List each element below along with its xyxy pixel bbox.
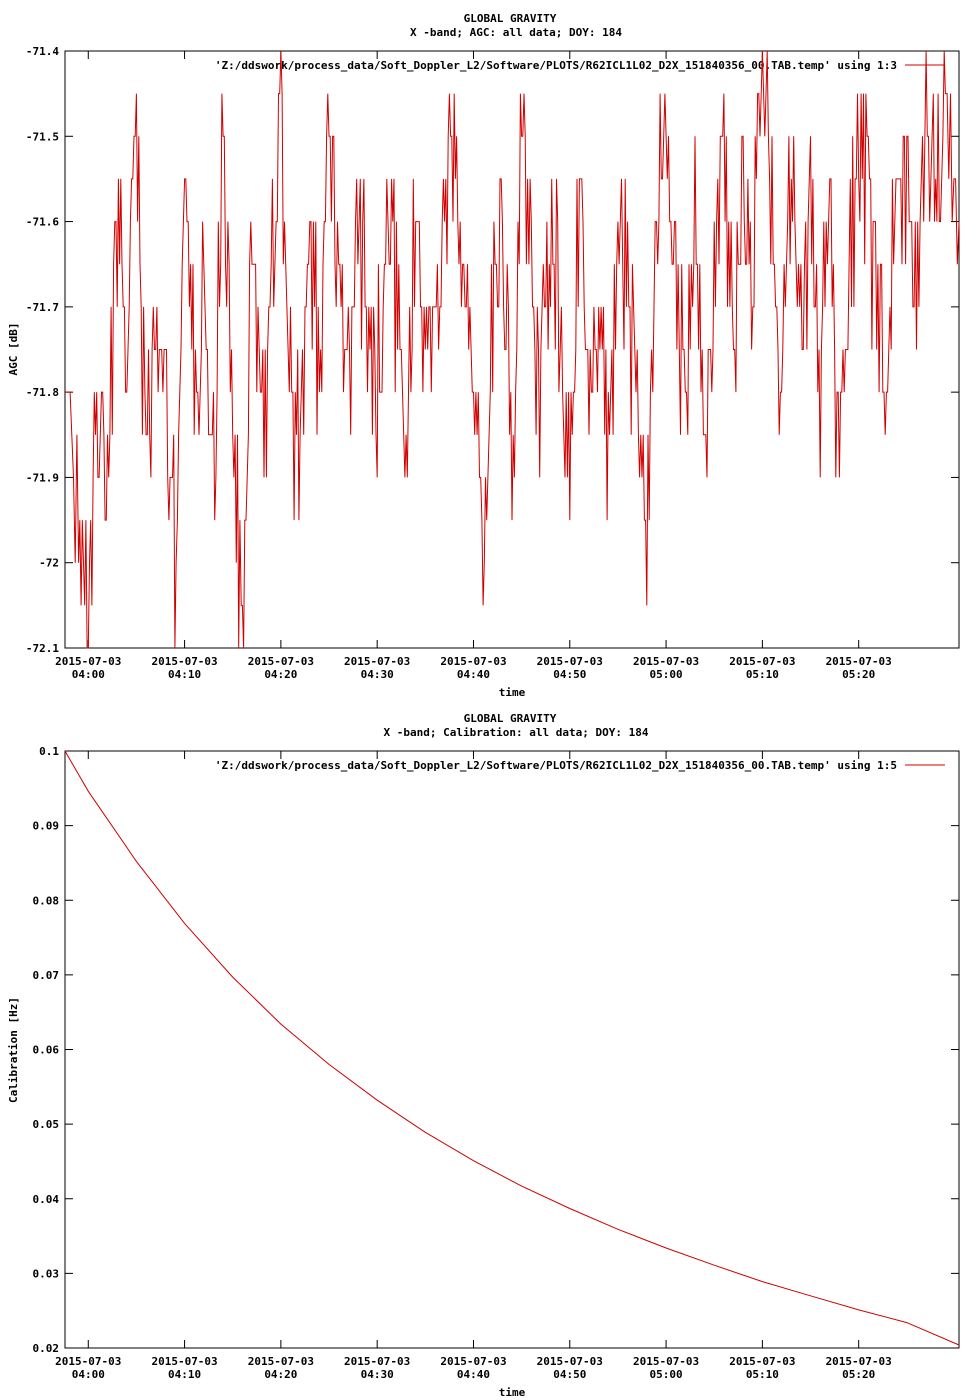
calibration-x-tick-time: 04:50 bbox=[553, 1368, 586, 1381]
calibration-x-tick-time: 05:20 bbox=[842, 1368, 875, 1381]
calibration-chart-title: GLOBAL GRAVITY bbox=[464, 712, 557, 725]
calibration-x-tick-time: 05:10 bbox=[746, 1368, 779, 1381]
agc-chart-subtitle: X -band; AGC: all data; DOY: 184 bbox=[410, 26, 622, 39]
calibration-y-tick-label: 0.09 bbox=[33, 820, 60, 833]
agc-x-tick-date: 2015-07-03 bbox=[729, 655, 795, 668]
calibration-y-tick-label: 0.07 bbox=[33, 969, 60, 982]
agc-y-axis: -71.4 -71.5 -71.6 -71.7 -71.8 -71.9 -72 -72.1 bbox=[26, 45, 959, 655]
calibration-x-tick-date: 2015-07-03 bbox=[440, 1355, 506, 1368]
agc-x-tick-date: 2015-07-03 bbox=[826, 655, 892, 668]
calibration-x-tick-date: 2015-07-03 bbox=[344, 1355, 410, 1368]
calibration-y-tick-label: 0.08 bbox=[33, 894, 60, 907]
calibration-x-tick-date: 2015-07-03 bbox=[633, 1355, 699, 1368]
agc-x-tick-time: 04:10 bbox=[168, 668, 201, 681]
agc-x-tick-time: 04:40 bbox=[457, 668, 490, 681]
agc-y-tick-label: -72.1 bbox=[26, 642, 59, 655]
calibration-y-axis: 0.1 0.09 0.08 0.07 0.06 0.05 0.04 0.03 0.02 bbox=[33, 745, 959, 1355]
calibration-y-axis-label: Calibration [Hz] bbox=[7, 997, 20, 1103]
calibration-x-axis: 2015-07-0304:002015-07-0304:102015-07-03… bbox=[55, 751, 892, 1381]
calibration-chart: GLOBAL GRAVITY X -band; Calibration: all… bbox=[7, 712, 960, 1399]
agc-x-tick-time: 04:50 bbox=[553, 668, 586, 681]
calibration-y-tick-label: 0.1 bbox=[39, 745, 59, 758]
calibration-x-tick-time: 04:00 bbox=[72, 1368, 105, 1381]
calibration-x-tick-date: 2015-07-03 bbox=[826, 1355, 892, 1368]
agc-y-tick-label: -71.6 bbox=[26, 216, 59, 229]
agc-x-axis: 2015-07-0304:002015-07-0304:102015-07-03… bbox=[55, 51, 892, 681]
agc-x-tick-date: 2015-07-03 bbox=[55, 655, 121, 668]
calibration-x-tick-time: 04:30 bbox=[361, 1368, 394, 1381]
calibration-legend-label: 'Z:/ddswork/process_data/Soft_Doppler_L2… bbox=[215, 759, 897, 772]
agc-x-tick-time: 05:00 bbox=[650, 668, 683, 681]
agc-y-axis-label: AGC [dB] bbox=[7, 323, 20, 376]
agc-x-tick-date: 2015-07-03 bbox=[537, 655, 603, 668]
agc-legend-label: 'Z:/ddswork/process_data/Soft_Doppler_L2… bbox=[215, 59, 897, 72]
agc-x-tick-date: 2015-07-03 bbox=[440, 655, 506, 668]
calibration-x-tick-time: 04:10 bbox=[168, 1368, 201, 1381]
calibration-y-tick-label: 0.05 bbox=[33, 1118, 60, 1131]
calibration-y-tick-label: 0.06 bbox=[33, 1044, 60, 1057]
agc-x-tick-date: 2015-07-03 bbox=[344, 655, 410, 668]
calibration-x-tick-date: 2015-07-03 bbox=[151, 1355, 217, 1368]
agc-x-tick-date: 2015-07-03 bbox=[151, 655, 217, 668]
agc-x-tick-time: 05:20 bbox=[842, 668, 875, 681]
calibration-y-tick-label: 0.04 bbox=[33, 1193, 60, 1206]
calibration-y-tick-label: 0.02 bbox=[33, 1342, 60, 1355]
calibration-x-tick-date: 2015-07-03 bbox=[248, 1355, 314, 1368]
agc-x-tick-time: 04:00 bbox=[72, 668, 105, 681]
agc-x-axis-label: time bbox=[499, 686, 526, 699]
agc-y-tick-label: -71.4 bbox=[26, 45, 59, 58]
agc-series-line bbox=[65, 50, 960, 649]
calibration-x-tick-time: 05:00 bbox=[650, 1368, 683, 1381]
calibration-plot-frame bbox=[64, 750, 960, 1349]
agc-x-tick-time: 05:10 bbox=[746, 668, 779, 681]
calibration-x-tick-time: 04:20 bbox=[264, 1368, 297, 1381]
agc-y-tick-label: -71.9 bbox=[26, 471, 59, 484]
agc-y-tick-label: -71.5 bbox=[26, 130, 59, 143]
agc-x-tick-date: 2015-07-03 bbox=[248, 655, 314, 668]
calibration-x-tick-date: 2015-07-03 bbox=[55, 1355, 121, 1368]
calibration-chart-subtitle: X -band; Calibration: all data; DOY: 184 bbox=[384, 726, 649, 739]
calibration-x-tick-date: 2015-07-03 bbox=[537, 1355, 603, 1368]
agc-y-tick-label: -71.7 bbox=[26, 301, 59, 314]
agc-x-tick-date: 2015-07-03 bbox=[633, 655, 699, 668]
agc-plot-frame bbox=[64, 50, 960, 649]
calibration-series-line bbox=[64, 750, 960, 1346]
agc-chart: GLOBAL GRAVITY X -band; AGC: all data; D… bbox=[7, 12, 960, 699]
calibration-y-tick-label: 0.03 bbox=[33, 1267, 60, 1280]
agc-x-tick-time: 04:20 bbox=[264, 668, 297, 681]
agc-y-tick-label: -71.8 bbox=[26, 386, 59, 399]
agc-y-tick-label: -72 bbox=[39, 557, 59, 570]
calibration-x-tick-time: 04:40 bbox=[457, 1368, 490, 1381]
calibration-x-axis-label: time bbox=[499, 1386, 526, 1399]
agc-x-tick-time: 04:30 bbox=[361, 668, 394, 681]
calibration-x-tick-date: 2015-07-03 bbox=[729, 1355, 795, 1368]
agc-chart-title: GLOBAL GRAVITY bbox=[464, 12, 557, 25]
